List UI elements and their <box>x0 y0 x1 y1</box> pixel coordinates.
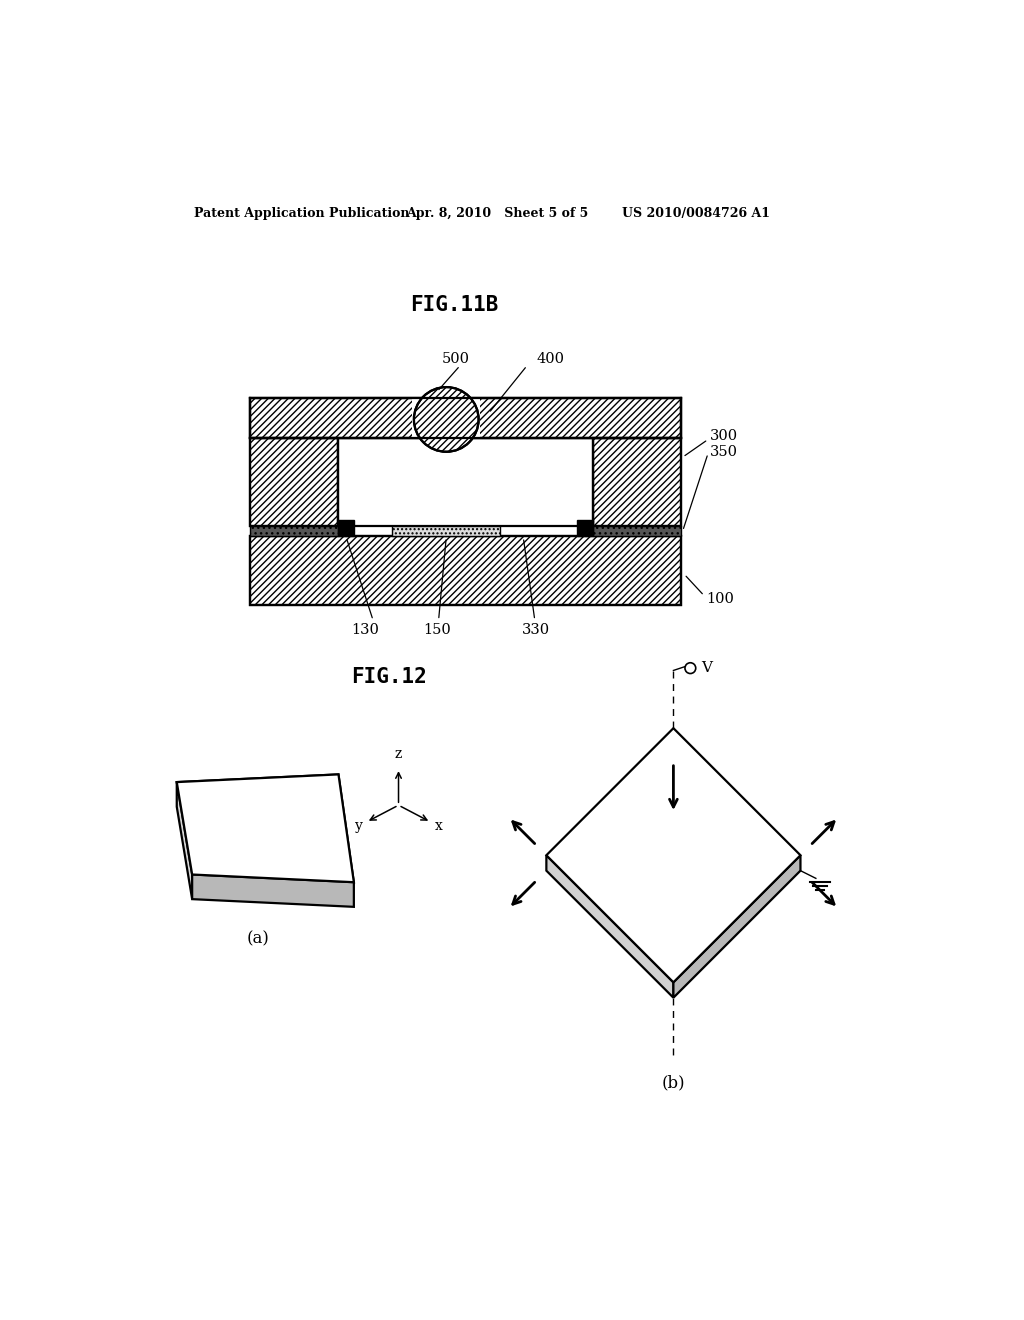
Text: FIG.12: FIG.12 <box>350 667 426 686</box>
Polygon shape <box>177 781 193 899</box>
Text: Apr. 8, 2010   Sheet 5 of 5: Apr. 8, 2010 Sheet 5 of 5 <box>407 207 589 220</box>
Polygon shape <box>674 855 801 998</box>
Text: 350: 350 <box>710 445 737 459</box>
Bar <box>339 438 593 527</box>
Text: y: y <box>354 818 362 833</box>
Text: Patent Application Publication: Patent Application Publication <box>194 207 410 220</box>
Text: (a): (a) <box>246 931 269 948</box>
Bar <box>250 397 681 438</box>
Text: V: V <box>701 661 712 675</box>
Polygon shape <box>193 874 354 907</box>
Bar <box>578 520 593 536</box>
Bar <box>593 438 681 527</box>
Bar <box>250 536 681 605</box>
Circle shape <box>685 663 695 673</box>
Text: 300: 300 <box>710 429 737 444</box>
Bar <box>339 520 354 536</box>
Text: x: x <box>434 818 442 833</box>
Text: 500: 500 <box>441 352 469 367</box>
Text: 150: 150 <box>423 623 451 636</box>
Text: US 2010/0084726 A1: US 2010/0084726 A1 <box>622 207 770 220</box>
Polygon shape <box>177 775 354 882</box>
Text: FIG.11B: FIG.11B <box>410 294 498 314</box>
Polygon shape <box>177 775 354 882</box>
Text: z: z <box>395 747 402 760</box>
Bar <box>250 397 681 438</box>
Polygon shape <box>547 729 801 982</box>
Text: 100: 100 <box>706 591 733 606</box>
Bar <box>250 536 681 605</box>
Bar <box>250 438 339 527</box>
Circle shape <box>414 387 478 451</box>
Bar <box>593 438 681 527</box>
Bar <box>413 397 480 438</box>
Bar <box>250 527 339 536</box>
Text: 400: 400 <box>537 352 564 367</box>
Text: 130: 130 <box>351 623 379 636</box>
Bar <box>392 527 500 536</box>
Text: (b): (b) <box>662 1074 685 1090</box>
Text: 330: 330 <box>522 623 551 636</box>
Bar <box>250 438 339 527</box>
Bar <box>593 527 681 536</box>
Polygon shape <box>547 855 674 998</box>
